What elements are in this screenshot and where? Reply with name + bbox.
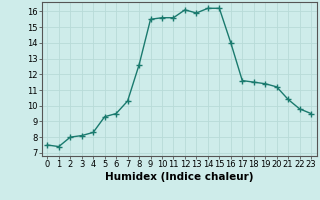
X-axis label: Humidex (Indice chaleur): Humidex (Indice chaleur) [105,172,253,182]
